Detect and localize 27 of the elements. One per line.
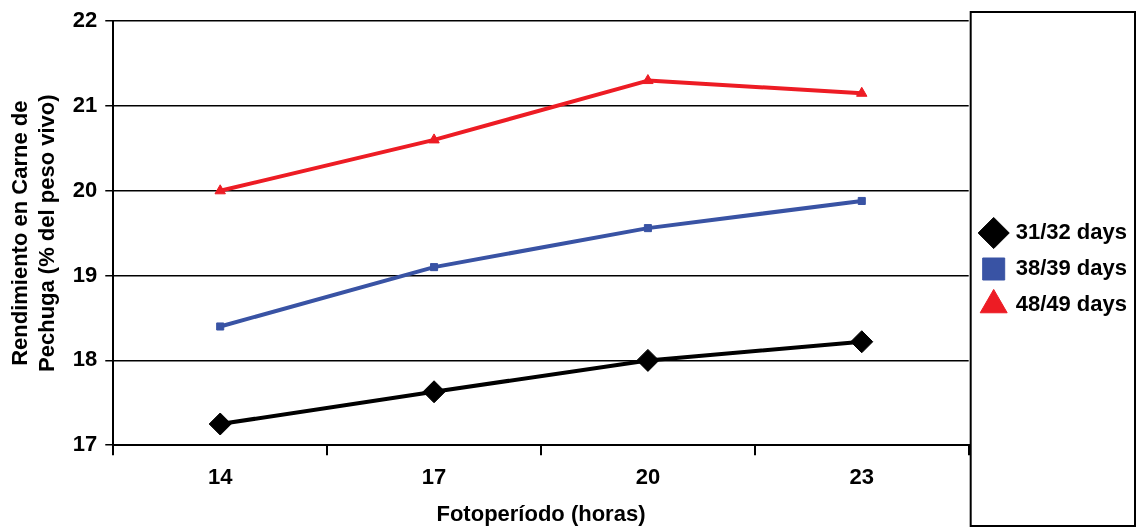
y-tick-label: 20 xyxy=(72,176,98,202)
legend-label: 38/39 days xyxy=(1015,255,1127,281)
x-tick-label: 20 xyxy=(635,464,661,490)
point xyxy=(430,263,439,272)
x-axis-title: Fotoperíodo (horas) xyxy=(436,500,646,526)
y-tick-label: 22 xyxy=(72,7,98,33)
x-tick-label: 14 xyxy=(207,464,234,490)
y-tick-label: 18 xyxy=(72,346,98,372)
y-tick-label: 17 xyxy=(72,431,98,457)
point xyxy=(208,412,232,436)
point xyxy=(850,330,874,354)
point xyxy=(642,74,654,85)
point xyxy=(214,184,226,195)
point xyxy=(216,322,225,331)
x-tick-label: 17 xyxy=(421,464,447,490)
y-tick-label: 21 xyxy=(72,92,98,118)
point xyxy=(422,380,446,404)
legend-label: 48/49 days xyxy=(1015,291,1127,317)
x-tick-label: 23 xyxy=(849,464,874,490)
legend-label: 31/32 days xyxy=(1015,219,1127,245)
y-tick-label: 19 xyxy=(72,261,98,287)
point xyxy=(856,86,868,97)
point xyxy=(428,133,440,144)
y-axis-title: Rendimiento en Carne de Pechuga (% del peso vivo) xyxy=(7,94,59,372)
point xyxy=(643,224,652,233)
point xyxy=(857,196,866,206)
point xyxy=(636,348,660,372)
